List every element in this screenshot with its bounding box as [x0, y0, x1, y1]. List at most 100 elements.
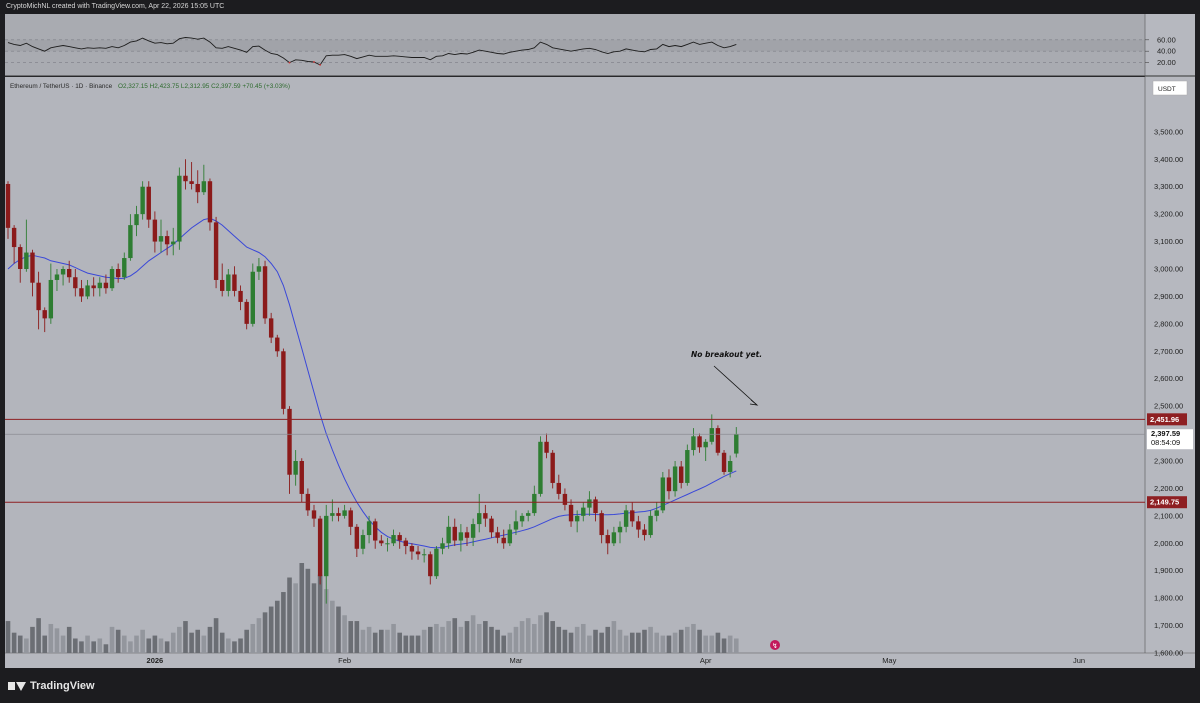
candle-body	[281, 351, 286, 409]
price-tick-label: 3,500.00	[1154, 127, 1183, 136]
candle	[354, 524, 360, 557]
candle	[360, 529, 366, 555]
candle-body	[158, 236, 164, 242]
candle	[489, 515, 494, 538]
volume-bar	[177, 626, 182, 653]
candle	[213, 216, 219, 289]
candle-body	[397, 535, 402, 541]
candle	[532, 485, 537, 516]
candle	[421, 548, 427, 563]
time-tick-label: Feb	[338, 656, 351, 665]
candle	[483, 504, 488, 527]
candle-body	[348, 510, 353, 527]
candle	[54, 269, 60, 291]
tradingview-logo[interactable]: TradingView	[8, 680, 95, 692]
annotation-text: No breakout yet.	[691, 350, 762, 359]
candle	[24, 219, 29, 272]
volume-bar	[330, 600, 335, 653]
volume-bar	[648, 626, 653, 653]
candle-body	[207, 181, 213, 223]
candle-body	[470, 524, 476, 538]
candles[interactable]	[5, 159, 739, 604]
volume-bar	[85, 635, 90, 653]
volume-bar	[152, 635, 158, 653]
candle	[232, 266, 237, 297]
candle-body	[164, 236, 170, 245]
volume-bar	[709, 635, 715, 653]
candle	[293, 450, 298, 486]
candle	[275, 334, 280, 357]
volume-bar	[379, 629, 384, 653]
volume-bar	[721, 638, 727, 653]
candle	[109, 266, 115, 291]
time-axis-background	[5, 653, 1195, 668]
volume-bar	[348, 621, 354, 653]
candle	[734, 427, 739, 458]
candle	[238, 285, 243, 311]
candle-body	[593, 499, 598, 514]
symbol-legend[interactable]: Ethereum / TetherUS · 1D · Binance	[10, 83, 113, 90]
volume-bar	[140, 629, 145, 653]
volume-bar	[189, 632, 194, 653]
candle	[556, 474, 561, 500]
candle-body	[256, 266, 262, 272]
candle-body	[128, 225, 133, 259]
svg-text:↯: ↯	[772, 642, 778, 650]
candle-body	[18, 247, 23, 269]
resistance-price-label: 2,451.96	[1150, 415, 1179, 424]
volume-bar	[54, 628, 60, 653]
price-tick-label: 1,600.00	[1154, 649, 1183, 658]
volume-bar	[427, 626, 433, 653]
candle	[642, 524, 647, 541]
candle-body	[550, 452, 555, 483]
candle	[189, 162, 194, 190]
volume-bar	[611, 621, 617, 653]
candle	[67, 260, 72, 283]
volume-bar	[128, 641, 133, 653]
volume-bar	[642, 629, 647, 653]
volume-bar	[660, 635, 666, 653]
candle	[581, 502, 586, 522]
candle-body	[458, 532, 464, 541]
volume-bar	[629, 632, 635, 653]
candle-body	[189, 181, 194, 184]
candle-body	[342, 510, 347, 516]
candle-body	[642, 529, 647, 536]
currency-badge[interactable]: USDT	[1152, 80, 1188, 96]
rsi-oversold-mark	[319, 63, 322, 66]
candle	[672, 461, 678, 497]
chart-area[interactable]: 60.00 40.00 20.00 1,600.00 1,700.00 1,800.00…	[5, 14, 1195, 668]
candle-body	[452, 526, 457, 541]
candle-body	[685, 450, 690, 483]
volume-bar	[281, 592, 286, 653]
candle	[207, 178, 213, 231]
support-price-label: 2,149.75	[1150, 498, 1179, 507]
ma-line	[7, 217, 737, 549]
candle	[115, 263, 121, 283]
chart-svg[interactable]: 60.00 40.00 20.00 1,600.00 1,700.00 1,800.00…	[5, 14, 1195, 668]
candle-body	[115, 269, 121, 278]
candle	[91, 277, 96, 297]
candle	[617, 521, 623, 544]
volume-bar	[5, 621, 11, 653]
price-tick-label: 3,100.00	[1154, 237, 1183, 246]
candle-body	[42, 310, 47, 319]
volume-bar	[470, 615, 476, 653]
candle	[599, 510, 604, 544]
candle	[623, 504, 629, 533]
volume-bar	[385, 629, 390, 653]
candle	[519, 513, 525, 527]
candle-body	[24, 252, 29, 269]
rsi-tick-label: 60.00	[1157, 35, 1176, 44]
candle	[679, 461, 684, 489]
price-tick-label: 2,300.00	[1154, 457, 1183, 466]
candle-body	[336, 513, 341, 516]
candle	[250, 263, 255, 327]
candle	[507, 524, 513, 547]
candle	[299, 458, 304, 503]
candle	[103, 274, 109, 294]
volume-bar	[391, 623, 396, 653]
volume-bar	[183, 621, 188, 653]
candle-body	[721, 452, 727, 472]
candle-body	[379, 540, 384, 544]
